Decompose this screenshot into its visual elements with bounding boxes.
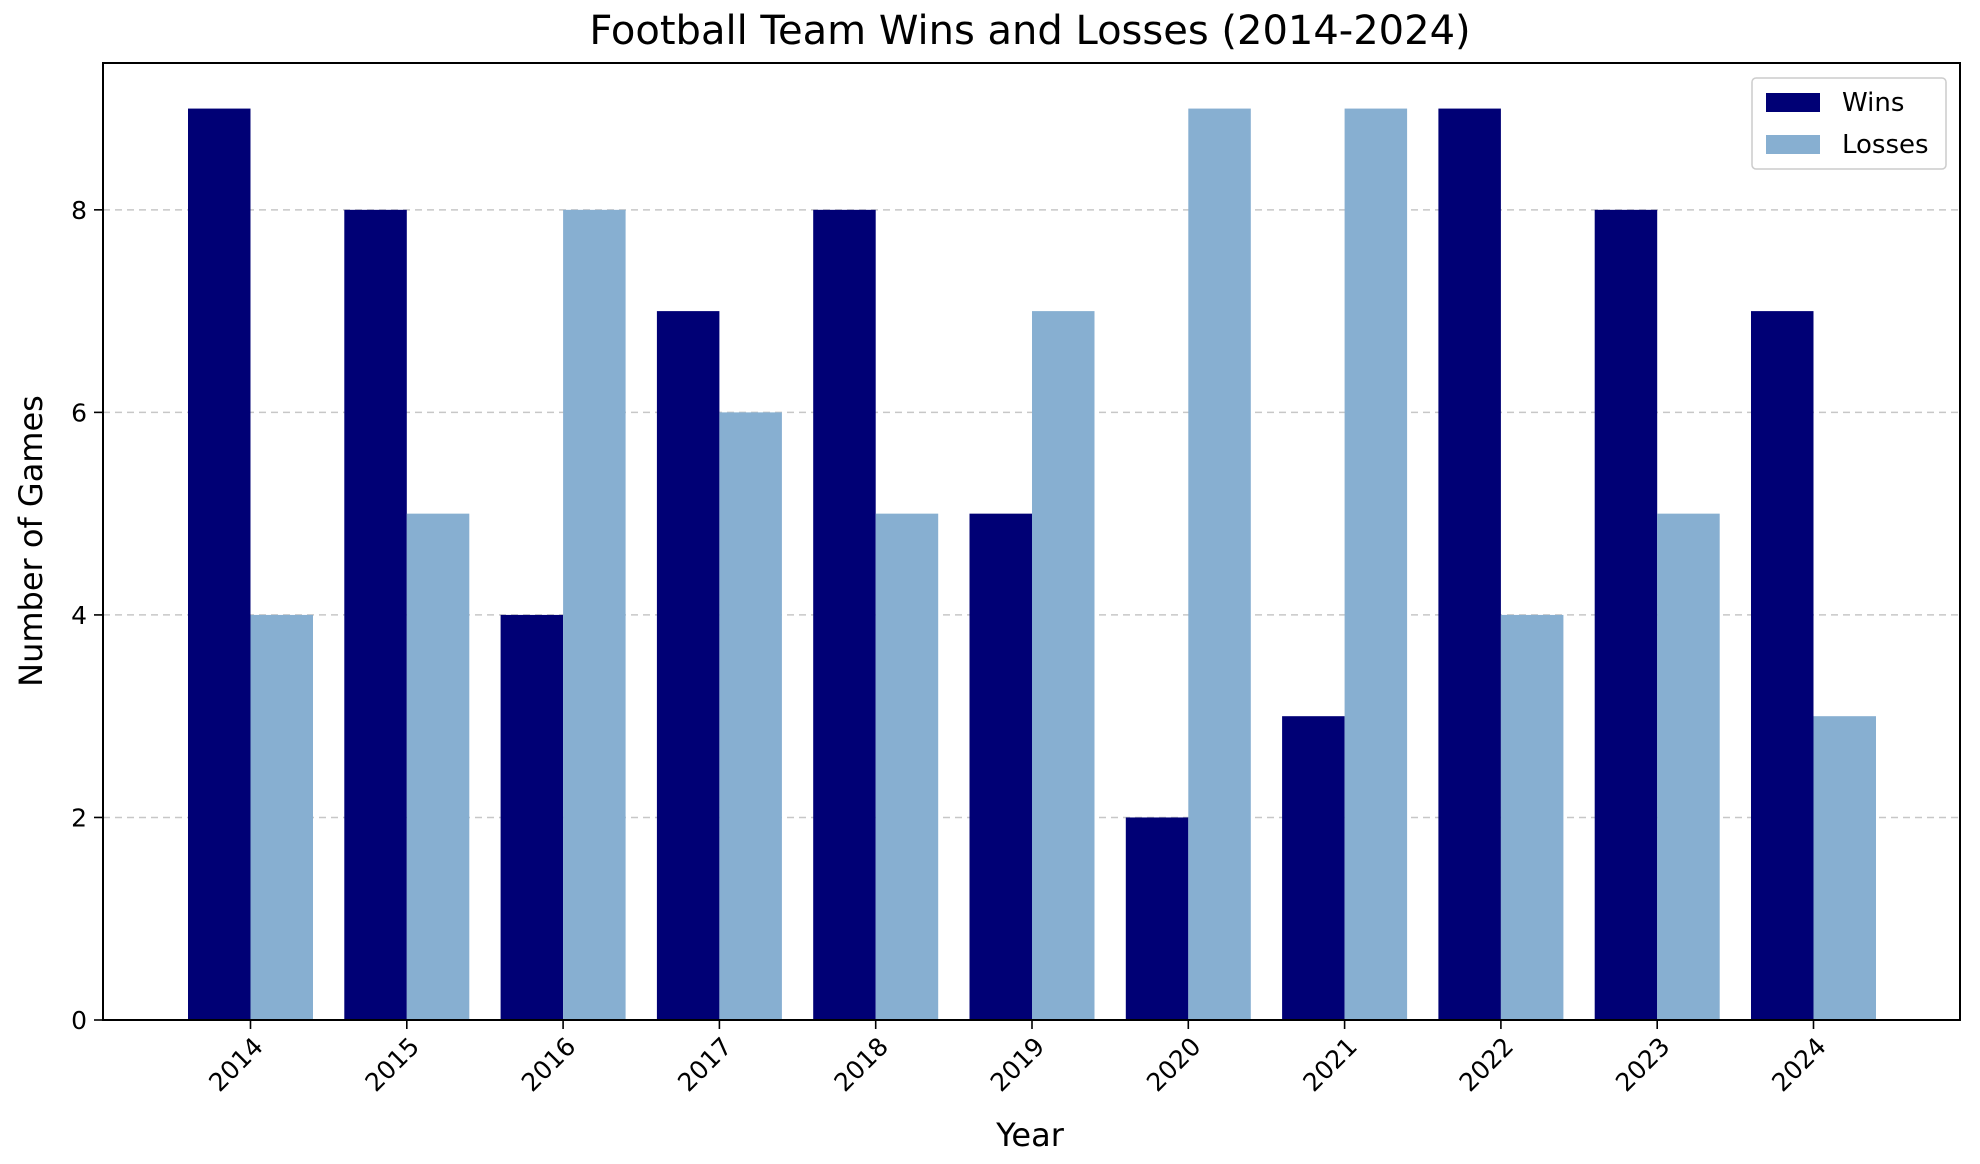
legend-label-losses: Losses [1842, 130, 1929, 160]
bar-wins-2020 [1125, 817, 1189, 1020]
legend-swatch-losses [1766, 135, 1820, 154]
chart-title: Football Team Wins and Losses (2014-2024… [589, 8, 1470, 54]
bar-wins-2022 [1438, 108, 1501, 1021]
x-axis-ticks: 2014 2015 2016 2017 2018 2019 2020 2021 2022 2023… [203, 1020, 1832, 1097]
bar-wins-2017 [656, 311, 720, 1021]
bar-losses-2020 [1188, 108, 1251, 1021]
legend: Wins Losses [1751, 77, 1947, 170]
bar-wins-2023 [1594, 209, 1658, 1021]
y-tick-label: 4 [71, 601, 87, 630]
x-tick-label: 2018 [828, 1032, 893, 1097]
y-tick-label: 6 [71, 398, 87, 427]
bar-wins-2014 [188, 108, 251, 1021]
bar-wins-2024 [1751, 311, 1814, 1021]
legend-swatch-wins [1766, 93, 1820, 112]
bar-losses-2018 [875, 513, 939, 1020]
bar-wins-2016 [500, 614, 564, 1020]
x-tick-label: 2019 [985, 1032, 1050, 1097]
x-tick-label: 2014 [203, 1032, 268, 1097]
x-tick-label: 2020 [1141, 1032, 1206, 1097]
y-tick-label: 0 [71, 1006, 87, 1035]
bar-wins-2018 [813, 209, 876, 1021]
x-tick-label: 2024 [1766, 1032, 1831, 1097]
bar-losses-2019 [1032, 311, 1095, 1021]
bar-wins-2015 [344, 209, 407, 1021]
bar-losses-2024 [1813, 716, 1876, 1020]
x-tick-label: 2017 [672, 1032, 737, 1097]
y-axis-ticks: 0 2 4 6 8 [71, 196, 103, 1035]
legend-label-wins: Wins [1842, 88, 1904, 118]
x-tick-label: 2016 [516, 1032, 581, 1097]
x-tick-label: 2015 [360, 1032, 425, 1097]
bars [188, 108, 1876, 1021]
y-tick-label: 2 [71, 803, 87, 832]
x-tick-label: 2021 [1297, 1032, 1362, 1097]
bar-losses-2017 [719, 412, 782, 1020]
bar-losses-2022 [1500, 614, 1564, 1020]
bar-losses-2021 [1344, 108, 1408, 1021]
bar-wins-2021 [1282, 716, 1345, 1020]
x-tick-label: 2022 [1454, 1032, 1519, 1097]
x-tick-label: 2023 [1610, 1032, 1675, 1097]
bar-losses-2014 [250, 614, 313, 1020]
bar-losses-2023 [1657, 513, 1720, 1020]
x-axis-label: Year [995, 1116, 1065, 1154]
y-axis-label: Number of Games [12, 395, 50, 687]
bar-losses-2016 [563, 209, 626, 1021]
y-tick-label: 8 [71, 196, 87, 225]
bar-losses-2015 [406, 513, 470, 1020]
bar-wins-2019 [969, 513, 1032, 1020]
